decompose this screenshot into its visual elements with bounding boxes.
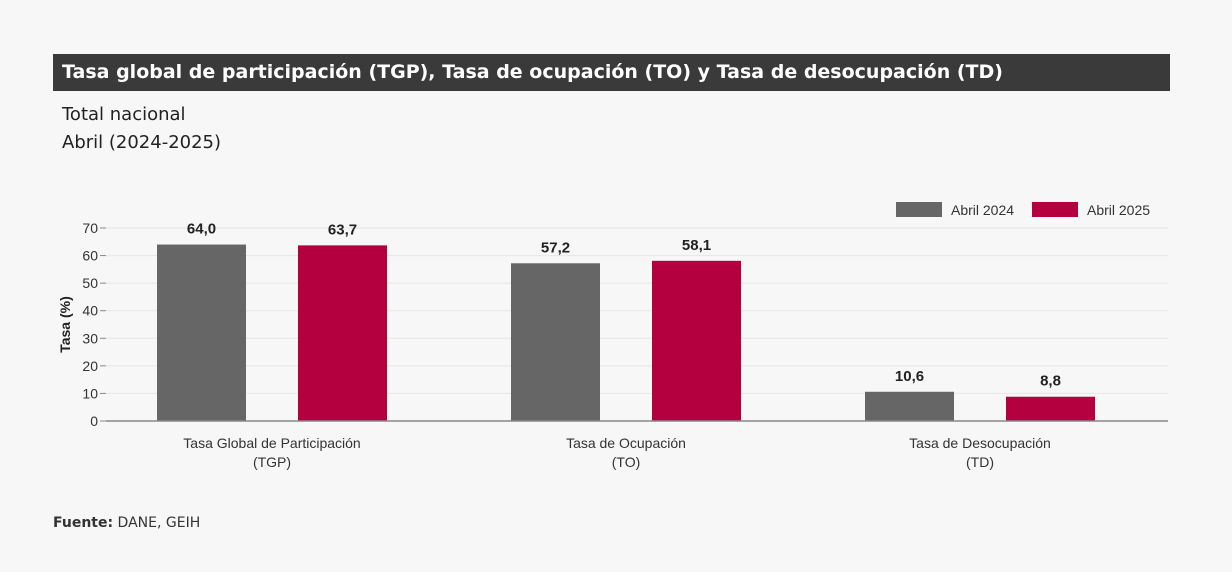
bar: [157, 244, 246, 421]
chart-title: Tasa global de participación (TGP), Tasa…: [53, 54, 1170, 91]
x-tick-label: Tasa Global de Participación: [183, 435, 360, 451]
x-tick-label: Tasa de Ocupación: [566, 435, 686, 451]
y-tick-label: 30: [82, 330, 98, 346]
x-tick-label: (TO): [612, 454, 641, 470]
data-label: 64,0: [187, 221, 216, 238]
legend-label: Abril 2025: [1087, 202, 1150, 218]
bar: [298, 245, 387, 421]
data-label: 10,6: [895, 368, 924, 385]
chart-subtitle-scope: Total nacional: [62, 104, 186, 125]
source-note: Fuente: DANE, GEIH: [53, 515, 200, 531]
legend-swatch: [896, 202, 942, 217]
legend-label: Abril 2024: [951, 202, 1014, 218]
data-label: 58,1: [682, 237, 711, 254]
data-label: 63,7: [328, 221, 357, 238]
y-tick-label: 0: [90, 413, 98, 429]
x-tick-label: (TGP): [253, 454, 291, 470]
legend-swatch: [1032, 202, 1078, 217]
source-label: Fuente:: [53, 515, 114, 531]
bar: [511, 263, 600, 421]
x-tick-label: (TD): [966, 454, 994, 470]
bar: [865, 391, 954, 421]
x-tick-label: Tasa de Desocupación: [909, 435, 1051, 451]
y-tick-label: 20: [82, 358, 98, 374]
y-tick-label: 70: [82, 220, 98, 236]
y-tick-label: 60: [82, 248, 98, 264]
y-axis-label: Tasa (%): [57, 296, 73, 353]
y-tick-label: 40: [82, 303, 98, 319]
source-text: DANE, GEIH: [113, 515, 201, 531]
data-label: 57,2: [541, 239, 570, 256]
bar: [652, 260, 741, 421]
y-tick-label: 50: [82, 275, 98, 291]
data-label: 8,8: [1040, 373, 1061, 390]
chart-subtitle-period: Abril (2024-2025): [62, 132, 222, 153]
bar: [1006, 396, 1095, 421]
y-tick-label: 10: [82, 385, 98, 401]
